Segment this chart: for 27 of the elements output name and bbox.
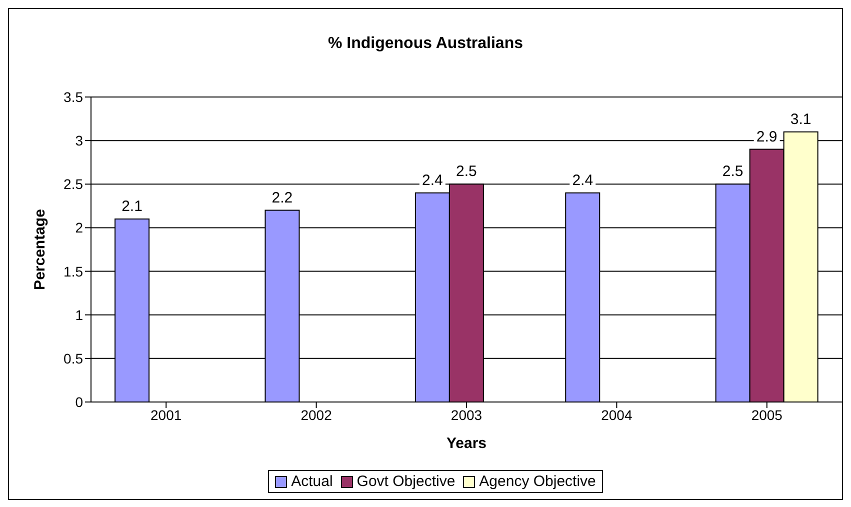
x-tick-label: 2005 <box>751 406 783 423</box>
data-label: 2.1 <box>122 198 142 215</box>
y-tick-label: 2 <box>75 220 84 236</box>
x-axis-title: Years <box>446 435 487 452</box>
data-label: 3.1 <box>790 110 812 128</box>
data-label: 2.9 <box>756 128 778 146</box>
data-label: 2.4 <box>422 172 443 189</box>
legend-label: Agency Objective <box>479 473 596 490</box>
data-label: 2.2 <box>272 189 293 206</box>
legend-label: Actual <box>291 473 333 490</box>
legend-label: Govt Objective <box>356 473 456 490</box>
data-label: 2.4 <box>572 172 594 189</box>
x-tick-label: 2003 <box>450 406 482 423</box>
data-label: 2.5 <box>722 163 744 180</box>
x-tick-label: 2002 <box>300 406 332 423</box>
y-tick-label: 1 <box>75 306 84 323</box>
chart-title: % Indigenous Australians <box>327 35 524 53</box>
y-axis-title: Percentage <box>31 209 48 290</box>
y-tick-label: 2.5 <box>64 176 84 192</box>
y-tick-label: 0.5 <box>64 350 84 366</box>
data-label: 2.5 <box>456 163 477 180</box>
y-tick-label: 3 <box>75 132 84 149</box>
y-tick-label: 3.5 <box>64 88 84 105</box>
x-tick-label: 2004 <box>601 406 632 423</box>
y-tick-label: 0 <box>75 394 84 410</box>
y-tick-label: 1.5 <box>64 263 84 280</box>
x-tick-label: 2001 <box>150 406 182 423</box>
